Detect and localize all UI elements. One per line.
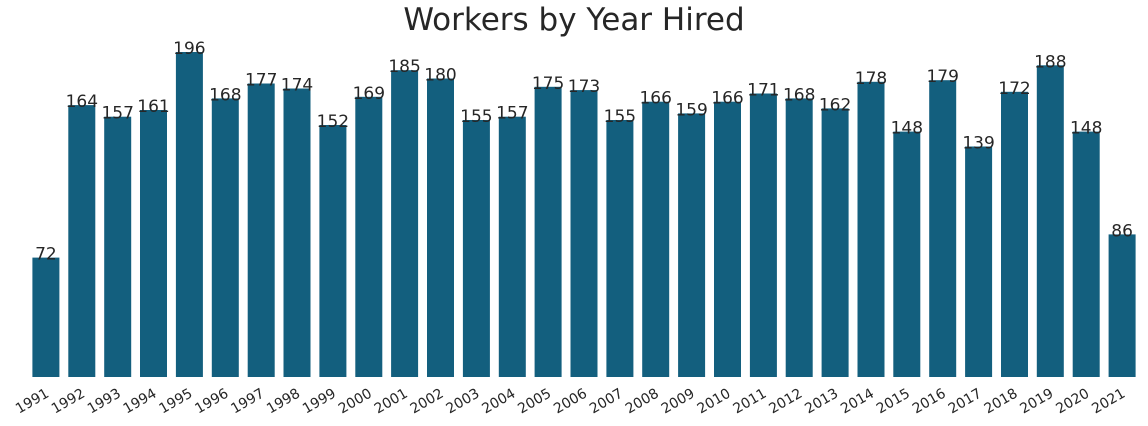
data-label-2005: 175 [532, 74, 564, 94]
x-tick-label-2001: 2001 [372, 386, 411, 418]
bar-2014 [857, 81, 885, 378]
data-label-1996: 168 [209, 85, 241, 105]
x-tick-label-1995: 1995 [157, 386, 196, 418]
data-label-2014: 178 [855, 69, 887, 89]
bar-1996 [211, 98, 239, 378]
chart-title: Workers by Year Hired [403, 2, 745, 38]
data-label-1999: 152 [317, 112, 349, 132]
bar-1998 [283, 88, 311, 377]
bar-2021 [1108, 234, 1136, 377]
data-label-2015: 148 [891, 119, 923, 139]
data-label-2006: 173 [568, 77, 600, 97]
x-tick-label-2020: 2020 [1053, 386, 1092, 418]
data-label-2007: 155 [604, 107, 636, 127]
bar-2002 [427, 78, 454, 377]
bar-2013 [821, 108, 849, 378]
data-label-2004: 157 [496, 104, 528, 124]
x-tick-label-2004: 2004 [479, 386, 518, 418]
x-tick-label-2000: 2000 [336, 386, 375, 418]
data-label-2003: 155 [460, 107, 492, 127]
x-tick-label-1992: 1992 [49, 386, 88, 418]
bar-1991 [32, 257, 60, 377]
data-label-2010: 166 [711, 89, 743, 109]
x-tick-label-2005: 2005 [515, 386, 554, 418]
x-tick-label-2003: 2003 [444, 386, 483, 418]
bar-2003 [462, 120, 490, 377]
data-label-1991: 72 [35, 245, 57, 265]
bar-2010 [714, 101, 741, 377]
bar-2004 [498, 116, 526, 377]
data-label-1992: 164 [66, 92, 98, 112]
bar-2018 [1001, 91, 1028, 378]
data-label-2016: 179 [926, 67, 958, 87]
bar-2005 [534, 86, 562, 378]
data-label-2019: 188 [1034, 52, 1066, 72]
bar-2020 [1072, 131, 1100, 377]
bar-2006 [570, 90, 598, 377]
bar-2000 [355, 96, 383, 378]
x-tick-label-2021: 2021 [1089, 386, 1128, 418]
x-tick-label-1994: 1994 [121, 386, 160, 418]
bar-2008 [642, 101, 670, 377]
x-tick-label-2012: 2012 [766, 386, 805, 418]
x-tick-label-1999: 1999 [300, 386, 339, 418]
bar-2009 [678, 113, 706, 378]
bar-1995 [175, 52, 203, 377]
bar-1999 [319, 125, 347, 377]
bar-2016 [929, 80, 957, 377]
data-label-1993: 157 [101, 104, 133, 124]
data-label-2012: 168 [783, 85, 815, 105]
x-tick-label-1993: 1993 [85, 386, 124, 418]
x-tick-label-2011: 2011 [731, 386, 770, 418]
x-tick-label-2009: 2009 [659, 386, 698, 418]
data-label-2011: 171 [747, 81, 779, 101]
bar-1997 [247, 83, 275, 377]
bar-1992 [68, 105, 96, 377]
x-tick-label-2015: 2015 [874, 386, 913, 418]
x-tick-label-2008: 2008 [623, 386, 662, 418]
x-tick-label-2016: 2016 [910, 386, 949, 418]
bar-1994 [140, 110, 167, 377]
data-label-1997: 177 [245, 71, 277, 91]
data-label-2002: 180 [424, 66, 456, 86]
data-label-2018: 172 [998, 79, 1030, 99]
data-label-1995: 196 [173, 39, 205, 59]
data-label-2013: 162 [819, 95, 851, 115]
data-label-2009: 159 [675, 100, 707, 120]
x-tick-label-2007: 2007 [587, 386, 626, 418]
x-tick-label-1996: 1996 [192, 386, 231, 418]
data-label-1994: 161 [137, 97, 169, 117]
x-tick-label-2002: 2002 [408, 386, 447, 418]
x-tick-label-2017: 2017 [946, 386, 985, 418]
bar-2001 [391, 70, 419, 377]
x-tick-label-2018: 2018 [982, 386, 1021, 418]
bar-2007 [606, 120, 634, 377]
bar-2019 [1036, 65, 1064, 378]
data-label-2001: 185 [388, 57, 420, 77]
data-label-2000: 169 [353, 84, 385, 104]
bar-2017 [965, 146, 993, 377]
x-tick-label-1997: 1997 [228, 386, 267, 418]
data-label-2008: 166 [639, 89, 671, 109]
x-tick-label-2013: 2013 [802, 386, 841, 418]
bar-1993 [104, 116, 132, 377]
x-tick-label-2014: 2014 [838, 386, 877, 418]
bar-2011 [749, 93, 777, 377]
bar-2015 [893, 131, 921, 377]
data-label-2017: 139 [962, 134, 994, 154]
x-tick-label-1991: 1991 [13, 386, 52, 418]
data-label-2020: 148 [1070, 119, 1102, 139]
x-tick-label-1998: 1998 [264, 386, 303, 418]
x-tick-label-2019: 2019 [1017, 386, 1056, 418]
bar-2012 [785, 98, 813, 378]
data-label-1998: 174 [281, 76, 313, 96]
data-label-2021: 86 [1111, 221, 1133, 241]
x-tick-label-2010: 2010 [695, 386, 734, 418]
x-tick-label-2006: 2006 [551, 386, 590, 418]
